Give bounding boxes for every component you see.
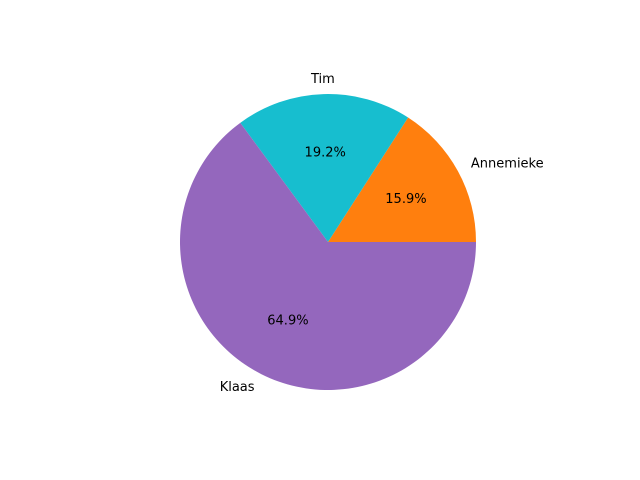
pie-slices xyxy=(180,94,477,391)
pie-slice-tim xyxy=(240,94,409,242)
slice-label-tim: Tim xyxy=(310,72,335,87)
slice-percent-klaas: 64.9% xyxy=(267,314,308,329)
slice-percent-annemieke: 15.9% xyxy=(385,192,426,207)
pie-slice-klaas xyxy=(180,122,477,391)
slice-percent-tim: 19.2% xyxy=(305,146,346,161)
slice-label-klaas: Klaas xyxy=(220,380,255,395)
pie-labels: Annemieke 15.9% Tim 19.2% Klaas 64.9% xyxy=(220,72,544,395)
pie-slice-annemieke xyxy=(328,117,476,242)
slice-label-annemieke: Annemieke xyxy=(471,157,544,172)
